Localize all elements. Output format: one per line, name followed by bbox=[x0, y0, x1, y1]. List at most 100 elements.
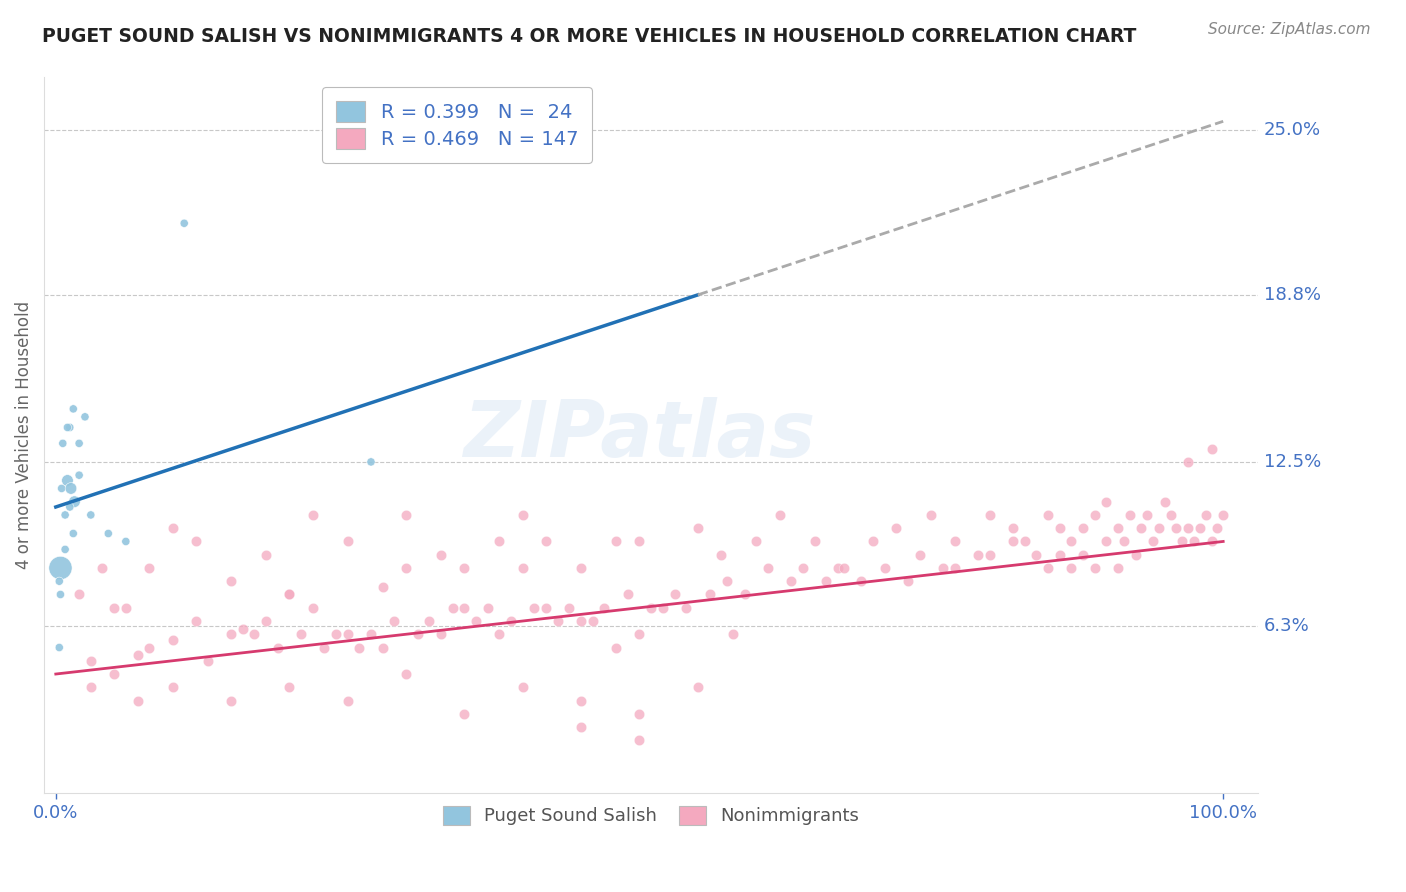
Point bbox=[51, 482, 73, 496]
Point bbox=[290, 627, 312, 641]
Text: ZIPatlas: ZIPatlas bbox=[464, 398, 815, 474]
Point bbox=[219, 574, 242, 589]
Point bbox=[173, 216, 195, 230]
Point bbox=[62, 401, 84, 416]
Point bbox=[49, 561, 72, 575]
Point bbox=[59, 420, 82, 434]
Point bbox=[1119, 508, 1142, 522]
Point bbox=[266, 640, 288, 655]
Point bbox=[943, 534, 966, 549]
Point bbox=[1206, 521, 1229, 535]
Point bbox=[617, 587, 640, 601]
Point bbox=[219, 627, 242, 641]
Point bbox=[184, 534, 207, 549]
Point bbox=[1142, 534, 1164, 549]
Text: Source: ZipAtlas.com: Source: ZipAtlas.com bbox=[1208, 22, 1371, 37]
Point bbox=[1147, 521, 1170, 535]
Text: PUGET SOUND SALISH VS NONIMMIGRANTS 4 OR MORE VEHICLES IN HOUSEHOLD CORRELATION : PUGET SOUND SALISH VS NONIMMIGRANTS 4 OR… bbox=[42, 27, 1136, 45]
Point bbox=[103, 600, 125, 615]
Point bbox=[1036, 561, 1059, 575]
Point bbox=[1160, 508, 1182, 522]
Point bbox=[91, 561, 114, 575]
Point bbox=[1002, 534, 1025, 549]
Point bbox=[1095, 534, 1118, 549]
Point bbox=[138, 640, 160, 655]
Point bbox=[686, 521, 709, 535]
Point bbox=[593, 600, 616, 615]
Point bbox=[103, 667, 125, 681]
Point bbox=[558, 600, 581, 615]
Point bbox=[699, 587, 721, 601]
Point bbox=[1201, 442, 1223, 456]
Point bbox=[1025, 548, 1047, 562]
Point bbox=[488, 534, 510, 549]
Y-axis label: 4 or more Vehicles in Household: 4 or more Vehicles in Household bbox=[15, 301, 32, 569]
Point bbox=[582, 614, 605, 628]
Point bbox=[49, 587, 72, 601]
Point bbox=[1201, 534, 1223, 549]
Point bbox=[716, 574, 738, 589]
Point bbox=[1125, 548, 1147, 562]
Point bbox=[1049, 548, 1071, 562]
Point bbox=[512, 681, 534, 695]
Point bbox=[67, 436, 90, 450]
Point bbox=[1071, 548, 1094, 562]
Point bbox=[756, 561, 779, 575]
Point bbox=[710, 548, 733, 562]
Point bbox=[832, 561, 855, 575]
Point bbox=[827, 561, 849, 575]
Point bbox=[1130, 521, 1153, 535]
Point bbox=[897, 574, 920, 589]
Point bbox=[721, 627, 744, 641]
Point bbox=[1060, 534, 1083, 549]
Point bbox=[815, 574, 838, 589]
Point bbox=[349, 640, 371, 655]
Point bbox=[873, 561, 896, 575]
Point bbox=[1036, 508, 1059, 522]
Point bbox=[979, 508, 1001, 522]
Point bbox=[967, 548, 990, 562]
Point bbox=[73, 409, 96, 424]
Point bbox=[686, 681, 709, 695]
Point bbox=[534, 534, 557, 549]
Point bbox=[360, 455, 382, 469]
Point bbox=[232, 622, 254, 636]
Point bbox=[53, 508, 76, 522]
Point bbox=[1166, 521, 1188, 535]
Point bbox=[278, 587, 301, 601]
Point bbox=[499, 614, 522, 628]
Point bbox=[932, 561, 955, 575]
Point bbox=[197, 654, 219, 668]
Point bbox=[254, 614, 277, 628]
Point bbox=[1002, 521, 1025, 535]
Point bbox=[430, 627, 453, 641]
Point bbox=[547, 614, 569, 628]
Point bbox=[67, 468, 90, 483]
Text: 25.0%: 25.0% bbox=[1264, 121, 1322, 139]
Text: 12.5%: 12.5% bbox=[1264, 453, 1322, 471]
Point bbox=[488, 627, 510, 641]
Point bbox=[278, 587, 301, 601]
Point bbox=[371, 640, 394, 655]
Point bbox=[1195, 508, 1218, 522]
Point bbox=[56, 420, 79, 434]
Point bbox=[920, 508, 942, 522]
Point bbox=[745, 534, 768, 549]
Point bbox=[1171, 534, 1194, 549]
Point bbox=[453, 600, 475, 615]
Legend: Puget Sound Salish, Nonimmigrants: Puget Sound Salish, Nonimmigrants bbox=[434, 797, 869, 834]
Point bbox=[56, 474, 79, 488]
Point bbox=[1177, 455, 1199, 469]
Point bbox=[605, 640, 627, 655]
Point bbox=[675, 600, 697, 615]
Point bbox=[162, 632, 184, 647]
Point bbox=[1049, 521, 1071, 535]
Point bbox=[569, 614, 592, 628]
Text: 18.8%: 18.8% bbox=[1264, 285, 1322, 304]
Point bbox=[628, 733, 651, 747]
Point bbox=[1136, 508, 1159, 522]
Point bbox=[1153, 494, 1175, 508]
Point bbox=[1177, 521, 1199, 535]
Point bbox=[395, 508, 418, 522]
Point bbox=[734, 587, 756, 601]
